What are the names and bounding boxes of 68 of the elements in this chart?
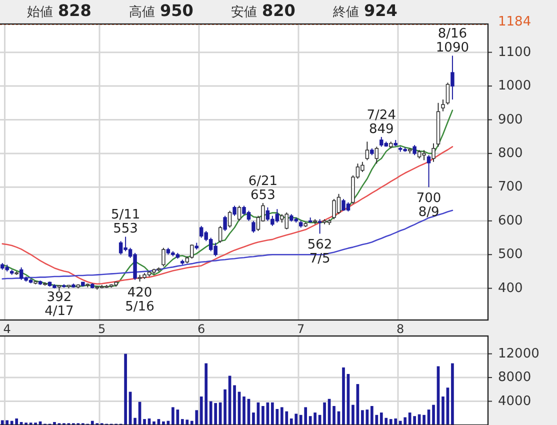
candlestick bbox=[426, 154, 431, 188]
bar bbox=[224, 389, 226, 425]
y-tick-label: 700 bbox=[498, 180, 523, 195]
candlestick bbox=[162, 247, 166, 267]
candlestick bbox=[441, 99, 445, 112]
bar bbox=[332, 406, 336, 425]
candlestick bbox=[450, 55, 454, 100]
text: 終値 924 bbox=[332, 1, 398, 20]
bar bbox=[262, 406, 264, 425]
bar bbox=[342, 367, 345, 425]
annotation: 7/24 849 bbox=[366, 108, 396, 137]
candlestick bbox=[232, 205, 236, 216]
x-tick-label: 5 bbox=[98, 322, 106, 336]
y-tick-label: 1000 bbox=[498, 78, 532, 94]
bar bbox=[143, 419, 146, 425]
text: 始値 828 bbox=[27, 1, 92, 20]
text: 安値 820 bbox=[231, 1, 296, 20]
line-series bbox=[2, 146, 454, 285]
candlestick bbox=[432, 142, 436, 162]
bar bbox=[134, 418, 136, 425]
y-tick-label: 900 bbox=[498, 112, 523, 128]
y-tick-label: 500 bbox=[498, 247, 523, 262]
candlestick bbox=[374, 146, 379, 164]
annotation: 562 7/5 bbox=[307, 238, 332, 267]
line-series bbox=[2, 110, 454, 288]
candlestick bbox=[228, 210, 232, 228]
bar bbox=[252, 412, 255, 425]
x-tick-label: 6 bbox=[198, 322, 206, 336]
candlestick bbox=[190, 244, 194, 260]
x-tick-label: 8 bbox=[396, 322, 404, 336]
candlestick bbox=[446, 82, 450, 106]
bar bbox=[451, 363, 454, 425]
annotation: 700 8/9 bbox=[416, 191, 442, 220]
candlestick bbox=[218, 225, 222, 244]
text: 高値 950 bbox=[129, 1, 194, 20]
bar bbox=[242, 396, 246, 425]
bar bbox=[124, 354, 127, 425]
bar bbox=[152, 421, 156, 425]
x-tick-label: 4 bbox=[3, 322, 11, 336]
bar bbox=[352, 404, 354, 425]
y-tick-label: 600 bbox=[498, 213, 523, 228]
bar bbox=[442, 396, 444, 425]
y-tick-label: 400 bbox=[498, 280, 523, 296]
bar bbox=[162, 421, 165, 425]
bar bbox=[233, 385, 236, 425]
x-tick-label: 7 bbox=[297, 322, 305, 336]
bar bbox=[432, 404, 435, 425]
y-tick-label: 800 bbox=[498, 146, 523, 162]
candlestick bbox=[223, 215, 227, 232]
y-tick-label: 8000 bbox=[498, 370, 532, 386]
y-tick-label: 1100 bbox=[498, 44, 532, 60]
annotation: 8/16 1090 bbox=[436, 26, 470, 56]
annotation: 6/21 653 bbox=[248, 174, 278, 204]
candlestick bbox=[365, 141, 370, 161]
candlestick bbox=[237, 205, 242, 222]
annotation: 392 4/17 bbox=[44, 290, 74, 319]
y-tick-label: 4000 bbox=[498, 394, 532, 409]
bar bbox=[422, 414, 426, 425]
annotation: 5/11 553 bbox=[110, 208, 140, 237]
y-tick-label: 12000 bbox=[498, 346, 540, 362]
bar bbox=[413, 416, 416, 425]
candlestick bbox=[252, 220, 256, 234]
annotation: 420 5/16 bbox=[125, 286, 154, 315]
candlestick bbox=[318, 218, 322, 234]
bar bbox=[323, 402, 326, 425]
ref-line-label: 1184 bbox=[498, 14, 532, 30]
candlestick bbox=[412, 144, 416, 156]
bar bbox=[361, 410, 364, 425]
